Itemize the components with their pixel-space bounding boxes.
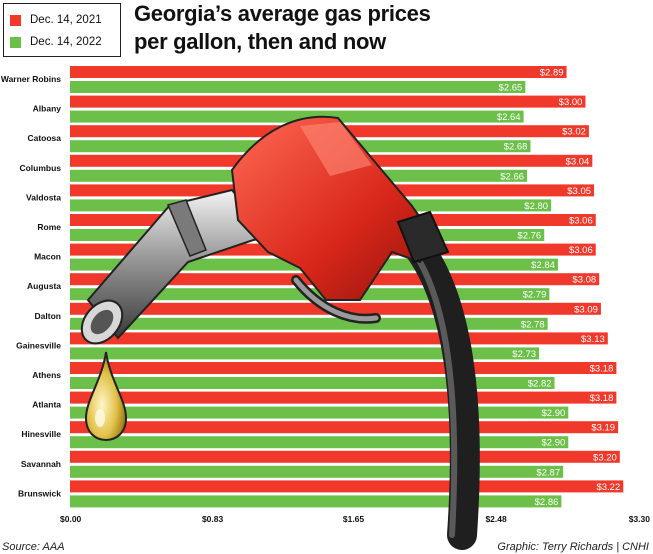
credit-note: Graphic: Terry Richards | CNHI bbox=[497, 541, 649, 553]
value-label-columbus-2021: $3.04 bbox=[566, 156, 590, 167]
bar-hinesville-2022 bbox=[70, 436, 569, 449]
value-label-catoosa-2022: $2.68 bbox=[504, 142, 528, 153]
legend-label-2022: Dec. 14, 2022 bbox=[30, 36, 102, 48]
gas-pump-nozzle-icon bbox=[80, 115, 480, 550]
x-tick-label-2: $1.65 bbox=[343, 514, 365, 524]
value-label-catoosa-2021: $3.02 bbox=[562, 127, 586, 138]
category-label-rome: Rome bbox=[37, 222, 61, 232]
category-label-brunswick: Brunswick bbox=[18, 488, 61, 498]
category-label-dalton: Dalton bbox=[35, 311, 61, 321]
value-label-brunswick-2021: $3.22 bbox=[596, 482, 620, 493]
bar-atlanta-2021 bbox=[70, 391, 617, 404]
value-label-gainesville-2022: $2.73 bbox=[512, 349, 536, 360]
bar-gainesville-2021 bbox=[70, 332, 608, 345]
legend-swatch-2021 bbox=[10, 14, 21, 26]
bar-albany-2021 bbox=[70, 95, 586, 108]
value-label-albany-2022: $2.64 bbox=[497, 112, 521, 123]
value-label-gainesville-2021: $3.13 bbox=[581, 334, 605, 345]
value-label-macon-2021: $3.06 bbox=[569, 245, 593, 256]
bar-brunswick-2021 bbox=[70, 480, 624, 493]
value-label-atlanta-2022: $2.90 bbox=[541, 408, 565, 419]
x-tick-label-0: $0.00 bbox=[60, 514, 82, 524]
bar-athens-2022 bbox=[70, 377, 555, 389]
value-label-athens-2022: $2.82 bbox=[528, 379, 552, 390]
category-label-valdosta: Valdosta bbox=[26, 192, 61, 202]
category-label-warner-robins: Warner Robins bbox=[1, 74, 61, 84]
category-label-columbus: Columbus bbox=[19, 163, 61, 173]
bar-hinesville-2021 bbox=[70, 421, 619, 434]
value-label-valdosta-2021: $3.05 bbox=[567, 186, 591, 197]
bar-warner-robins-2022 bbox=[70, 81, 526, 93]
value-label-dalton-2021: $3.09 bbox=[574, 304, 598, 315]
bar-brunswick-2022 bbox=[70, 495, 562, 508]
value-label-rome-2022: $2.76 bbox=[517, 231, 541, 242]
category-label-albany: Albany bbox=[33, 104, 62, 114]
value-label-rome-2021: $3.06 bbox=[569, 216, 593, 227]
value-label-athens-2021: $3.18 bbox=[590, 364, 614, 375]
value-label-hinesville-2022: $2.90 bbox=[541, 438, 565, 449]
category-label-macon: Macon bbox=[34, 252, 61, 262]
value-label-dalton-2022: $2.78 bbox=[521, 319, 545, 330]
value-label-atlanta-2021: $3.18 bbox=[590, 393, 614, 404]
category-label-atlanta: Atlanta bbox=[32, 400, 61, 410]
value-label-warner-robins-2022: $2.65 bbox=[499, 83, 523, 94]
value-label-augusta-2021: $3.08 bbox=[572, 275, 596, 286]
category-label-catoosa: Catoosa bbox=[27, 133, 61, 143]
bar-albany-2022 bbox=[70, 110, 524, 123]
value-label-columbus-2022: $2.66 bbox=[500, 171, 524, 182]
value-label-hinesville-2021: $3.19 bbox=[591, 423, 615, 434]
bar-warner-robins-2021 bbox=[70, 66, 567, 78]
x-tick-label-1: $0.83 bbox=[202, 514, 224, 524]
legend-label-2021: Dec. 14, 2021 bbox=[30, 14, 102, 26]
source-note: Source: AAA bbox=[2, 541, 65, 553]
category-label-hinesville: Hinesville bbox=[21, 429, 61, 439]
legend-item-2021: Dec. 14, 2021 bbox=[10, 13, 102, 27]
value-label-albany-2021: $3.00 bbox=[559, 97, 583, 108]
category-label-gainesville: Gainesville bbox=[16, 340, 61, 350]
value-label-augusta-2022: $2.79 bbox=[523, 290, 547, 301]
x-axis-ticks: $2.89 $2.65 $3.00 $2.64 $3.02 $2.68 $3.04 $2.66… bbox=[60, 68, 650, 525]
value-label-warner-robins-2021: $2.89 bbox=[540, 68, 564, 79]
value-label-savannah-2021: $3.20 bbox=[593, 452, 617, 463]
chart-title: Georgia’s average gas prices per gallon,… bbox=[134, 1, 431, 54]
value-label-valdosta-2022: $2.80 bbox=[524, 201, 548, 212]
bar-savannah-2022 bbox=[70, 465, 564, 478]
bar-athens-2021 bbox=[70, 362, 617, 374]
x-tick-label-3: $2.48 bbox=[485, 514, 507, 524]
x-tick-label-4: $3.30 bbox=[629, 514, 651, 524]
legend-swatch-2022 bbox=[10, 36, 21, 48]
bar-dalton-2022 bbox=[70, 317, 548, 330]
bar-savannah-2021 bbox=[70, 450, 620, 463]
value-label-macon-2022: $2.84 bbox=[531, 260, 555, 271]
legend-item-2022: Dec. 14, 2022 bbox=[10, 35, 102, 49]
category-label-athens: Athens bbox=[32, 370, 61, 380]
legend: Dec. 14, 2021 Dec. 14, 2022 bbox=[3, 3, 121, 57]
value-label-brunswick-2022: $2.86 bbox=[535, 497, 559, 508]
category-label-savannah: Savannah bbox=[21, 459, 61, 469]
category-label-augusta: Augusta bbox=[27, 281, 61, 291]
bar-atlanta-2022 bbox=[70, 406, 569, 419]
value-label-savannah-2022: $2.87 bbox=[536, 467, 560, 478]
bar-gainesville-2022 bbox=[70, 347, 540, 360]
